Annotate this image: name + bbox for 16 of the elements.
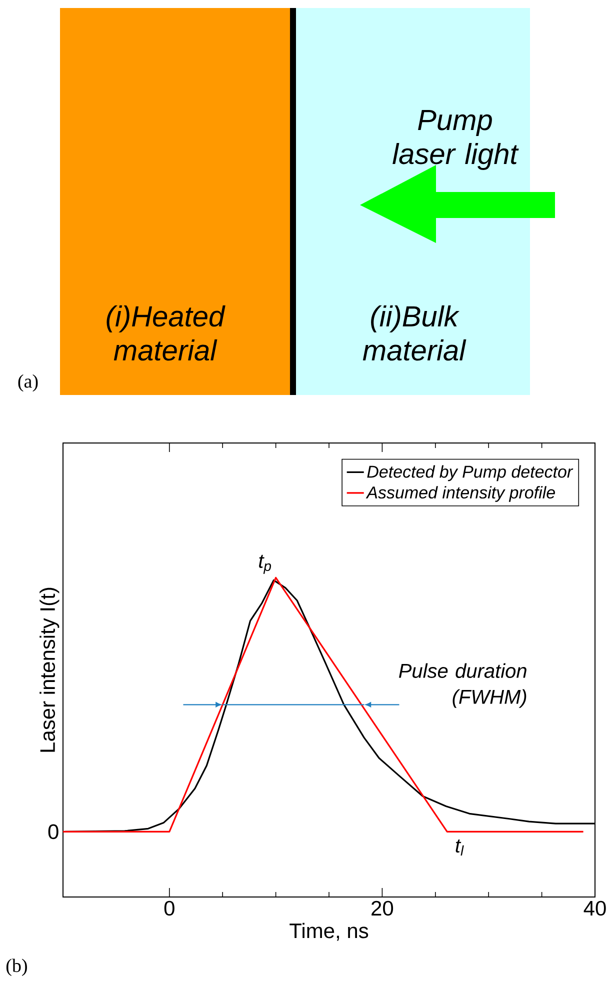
y-axis-title: Laser intensity I(t)	[40, 588, 60, 752]
text: 0	[48, 824, 58, 840]
text: (ii)Bulk material	[362, 305, 466, 361]
text: (a)	[18, 374, 38, 392]
text: (b)	[6, 958, 27, 976]
x-tick-label: 0	[164, 900, 174, 916]
x-tick-label: 40	[584, 900, 606, 916]
x-axis-title: Time, ns	[290, 922, 368, 941]
legend-label: Assumed intensity profile	[366, 486, 555, 502]
annotation: t$_{p}$	[259, 554, 272, 574]
legend-label: Detected by Pump detector	[367, 465, 574, 482]
annotation: Pulse duration (FWHM)	[398, 663, 526, 708]
annotation: t$_{l}$	[456, 840, 464, 856]
text: (i)Heated material	[106, 305, 226, 361]
x-tick-label: 20	[372, 900, 394, 916]
text: Pump laser light	[392, 110, 519, 170]
